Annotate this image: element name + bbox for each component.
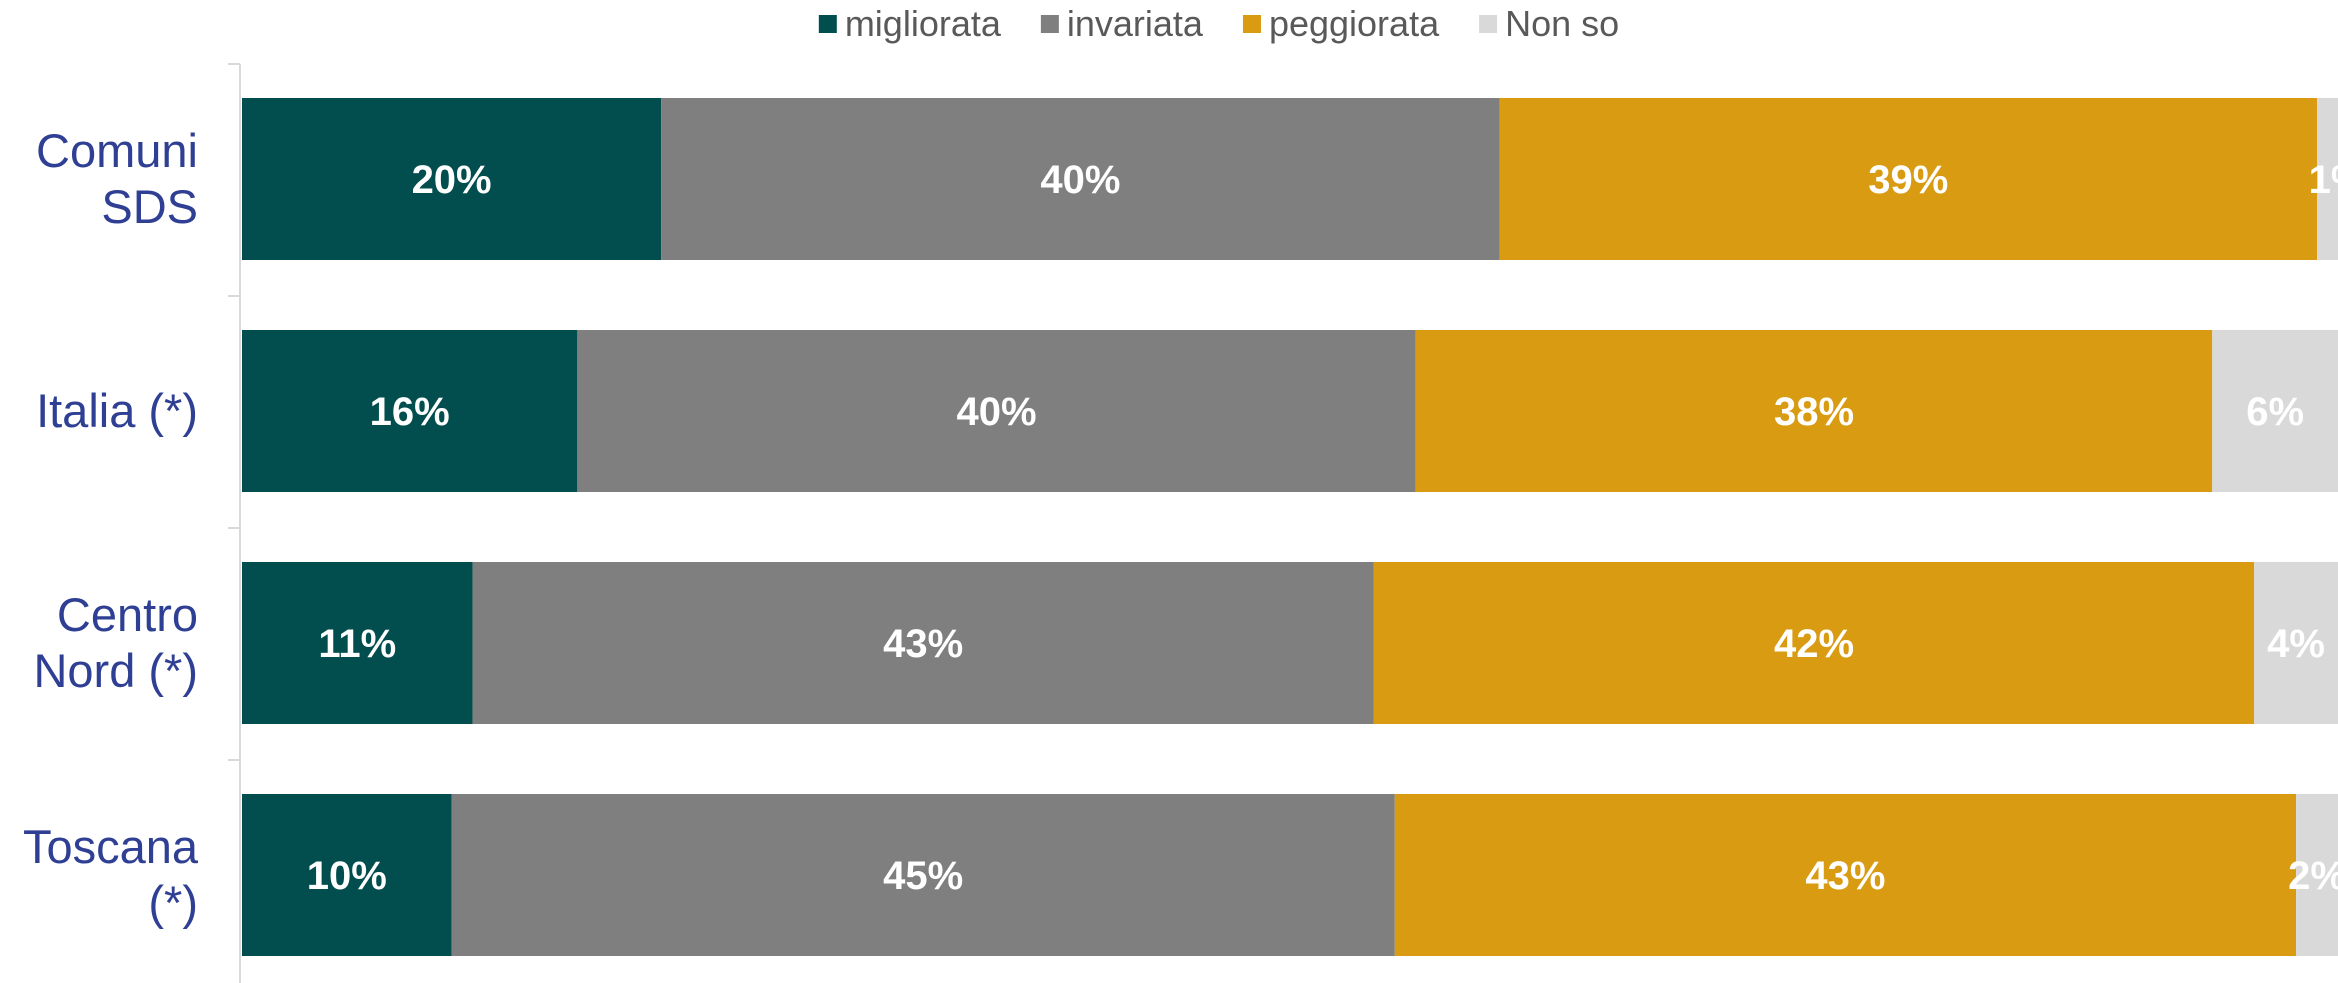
bar-segment-non-so xyxy=(2254,562,2338,724)
data-label-non-so: 1% xyxy=(2309,158,2338,202)
data-label-peggiorata: 42% xyxy=(1774,622,1854,666)
bar-segment-peggiorata xyxy=(1373,562,2255,724)
legend-label-invariata: invariata xyxy=(1067,3,1204,44)
bar-segment-invariata xyxy=(451,794,1395,956)
data-label-invariata: 45% xyxy=(883,854,963,898)
bar-segment-migliorata xyxy=(242,330,578,492)
data-label-invariata: 40% xyxy=(957,390,1037,434)
data-label-migliorata: 16% xyxy=(370,390,450,434)
data-labels: 20% 40% 39% 1% 16% 40% 38% 6% 11% 43% 42% 4% 10% 45% 4… xyxy=(307,158,2338,898)
data-label-non-so: 6% xyxy=(2246,390,2304,434)
legend-swatch-invariata xyxy=(1040,15,1059,33)
category-label: Comuni xyxy=(36,124,198,177)
legend-swatch-peggiorata xyxy=(1242,15,1261,33)
legend-label-non-so: Non so xyxy=(1505,3,1619,44)
data-label-peggiorata: 43% xyxy=(1805,854,1885,898)
bar-segment-peggiorata xyxy=(1499,98,2318,260)
bar-segment-peggiorata xyxy=(1415,330,2213,492)
bar-segment-migliorata xyxy=(242,98,662,260)
bar-segment-non-so xyxy=(2296,794,2338,956)
bar-segment-invariata xyxy=(472,562,1374,724)
legend-swatch-migliorata xyxy=(818,15,837,33)
bars xyxy=(242,98,2338,956)
legend-label-peggiorata: peggiorata xyxy=(1269,3,1440,44)
legend-swatch-non-so xyxy=(1479,15,1498,33)
legend-label-migliorata: migliorata xyxy=(845,3,1002,44)
category-label: Italia (*) xyxy=(36,384,198,437)
bar-segment-invariata xyxy=(661,98,1500,260)
category-label: SDS xyxy=(101,180,198,233)
data-label-peggiorata: 39% xyxy=(1868,158,1948,202)
bar-segment-peggiorata xyxy=(1394,794,2297,956)
data-label-non-so: 2% xyxy=(2288,854,2338,898)
category-label: Toscana xyxy=(23,820,199,873)
bar-segment-non-so xyxy=(2212,330,2338,492)
category-label: (*) xyxy=(148,876,198,929)
data-label-non-so: 4% xyxy=(2267,622,2325,666)
legend: migliorata invariata peggiorata Non so xyxy=(818,3,1619,44)
bar-segment-migliorata xyxy=(242,562,473,724)
bar-segment-invariata xyxy=(577,330,1416,492)
data-label-migliorata: 20% xyxy=(412,158,492,202)
data-label-migliorata: 10% xyxy=(307,854,387,898)
category-axis-ticks xyxy=(228,63,240,761)
data-label-peggiorata: 38% xyxy=(1774,390,1854,434)
category-label: Centro xyxy=(57,588,198,641)
data-label-migliorata: 11% xyxy=(318,622,396,666)
category-label: Nord (*) xyxy=(33,644,198,697)
data-label-invariata: 40% xyxy=(1040,158,1120,202)
bar-segment-migliorata xyxy=(242,794,452,956)
bar-segment-non-so xyxy=(2317,98,2338,260)
data-label-invariata: 43% xyxy=(883,622,963,666)
